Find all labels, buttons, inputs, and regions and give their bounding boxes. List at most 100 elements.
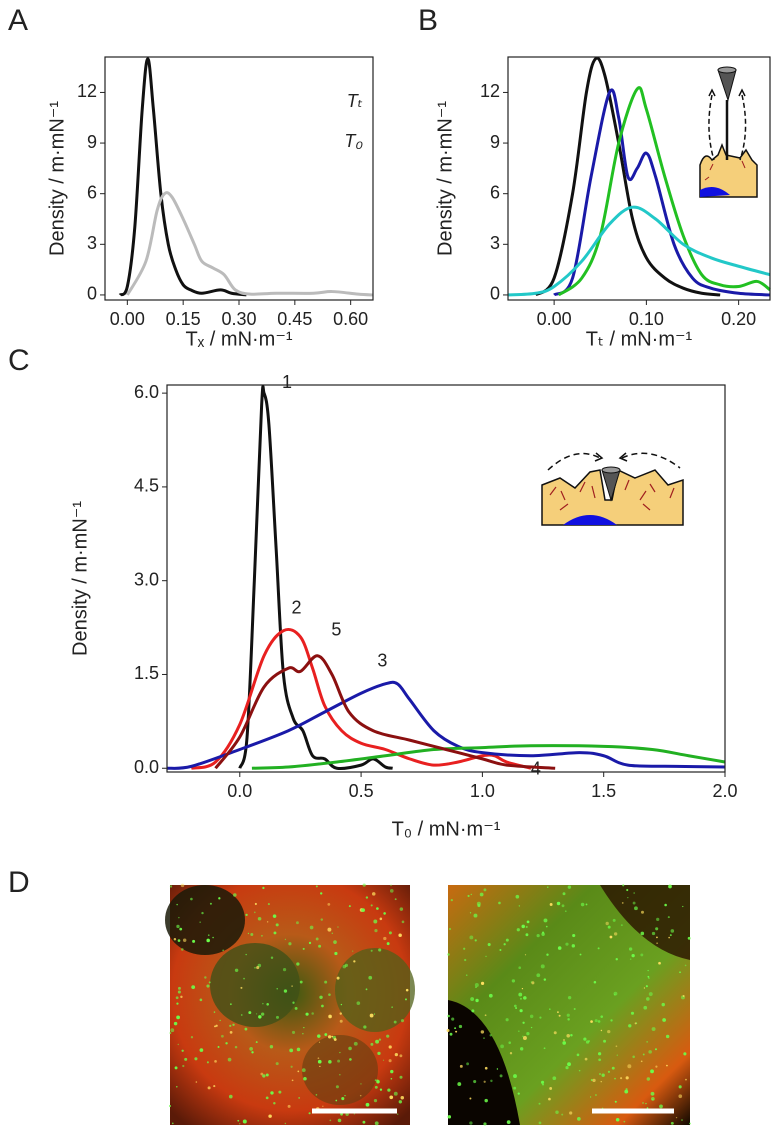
speckle: [297, 1070, 300, 1073]
speckle: [377, 1051, 381, 1056]
speckle: [374, 1121, 379, 1126]
speckle: [169, 1104, 172, 1107]
speckle: [526, 1032, 530, 1036]
speckle: [339, 1019, 343, 1023]
speckle: [513, 1004, 517, 1008]
speckle: [667, 916, 670, 919]
speckle: [682, 905, 684, 908]
speckle: [376, 1079, 379, 1082]
x-tick-label: 0.00: [537, 309, 572, 329]
speckle: [251, 1051, 254, 1054]
speckle: [684, 964, 687, 967]
speckle: [239, 1123, 241, 1125]
panel-label: B: [418, 4, 438, 37]
speckle: [516, 928, 520, 932]
speckle: [447, 953, 450, 956]
speckle: [567, 1062, 571, 1067]
speckle: [227, 1057, 232, 1062]
speckle: [192, 939, 196, 943]
speckle: [470, 997, 475, 1001]
speckle: [556, 901, 561, 906]
speckle: [600, 1080, 602, 1083]
speckle: [207, 1086, 211, 1090]
speckle: [396, 1113, 399, 1115]
speckle: [333, 1038, 337, 1041]
speckle: [175, 996, 179, 1000]
speckle: [480, 1030, 485, 1034]
speckle: [658, 961, 661, 965]
speckle: [178, 986, 181, 990]
speckle: [229, 1030, 233, 1034]
speckle: [631, 954, 635, 958]
speckle: [632, 901, 636, 905]
speckle: [296, 921, 299, 925]
speckle: [651, 1096, 655, 1101]
speckle: [573, 1008, 576, 1011]
speckle: [561, 904, 565, 908]
speckle: [484, 1014, 487, 1017]
speckle: [237, 1119, 240, 1122]
speckle: [262, 1074, 266, 1078]
speckle: [545, 925, 548, 928]
speckle: [182, 1064, 185, 1068]
speckle: [632, 1055, 635, 1059]
speckle: [283, 989, 288, 993]
speckle: [173, 937, 177, 941]
speckle: [382, 1059, 385, 1061]
speckle: [447, 1115, 452, 1119]
curve-label: 3: [377, 651, 387, 671]
speckle: [470, 893, 473, 896]
speckle: [651, 1098, 654, 1101]
speckle: [262, 886, 265, 890]
y-tick-label: 3: [490, 233, 500, 253]
speckle: [448, 927, 452, 931]
speckle: [301, 1068, 306, 1073]
speckle: [475, 998, 479, 1003]
density-curve: [214, 654, 556, 770]
speckle: [400, 1096, 405, 1100]
speckle: [543, 918, 548, 923]
speckle: [651, 931, 656, 936]
speckle: [399, 1054, 403, 1058]
speckle: [240, 986, 243, 989]
speckle: [648, 1050, 652, 1054]
speckle: [646, 1107, 649, 1109]
speckle: [457, 1082, 462, 1086]
speckle: [201, 911, 204, 915]
speckle: [341, 1097, 345, 1101]
speckle: [378, 1038, 382, 1041]
speckle: [368, 975, 373, 980]
speckle: [588, 1040, 590, 1042]
speckle: [360, 1083, 362, 1085]
speckle: [361, 908, 366, 913]
speckle: [213, 1085, 216, 1088]
speckle: [580, 902, 585, 907]
speckle: [518, 992, 523, 997]
speckle: [565, 1066, 569, 1070]
speckle: [558, 1014, 561, 1017]
speckle: [212, 936, 214, 939]
speckle: [225, 1042, 228, 1045]
speckle: [229, 1024, 232, 1027]
speckle: [245, 913, 248, 917]
panel-label: A: [8, 4, 28, 37]
speckle: [182, 938, 187, 942]
speckle: [625, 1088, 628, 1091]
y-tick-label: 1.5: [134, 663, 159, 683]
speckle: [176, 1015, 180, 1020]
speckle: [390, 1078, 393, 1080]
speckle: [449, 1032, 453, 1036]
speckle: [206, 984, 210, 988]
speckle: [687, 936, 691, 940]
speckle: [296, 962, 300, 966]
speckle: [219, 1019, 221, 1022]
speckle: [266, 1002, 269, 1006]
y-tick-label: 3.0: [134, 569, 159, 589]
legend-entry: T₀: [344, 131, 363, 151]
speckle: [540, 964, 545, 969]
speckle: [627, 1064, 632, 1069]
speckle: [546, 953, 549, 956]
speckle: [386, 1034, 390, 1038]
speckle: [682, 994, 685, 997]
speckle: [393, 1020, 397, 1024]
